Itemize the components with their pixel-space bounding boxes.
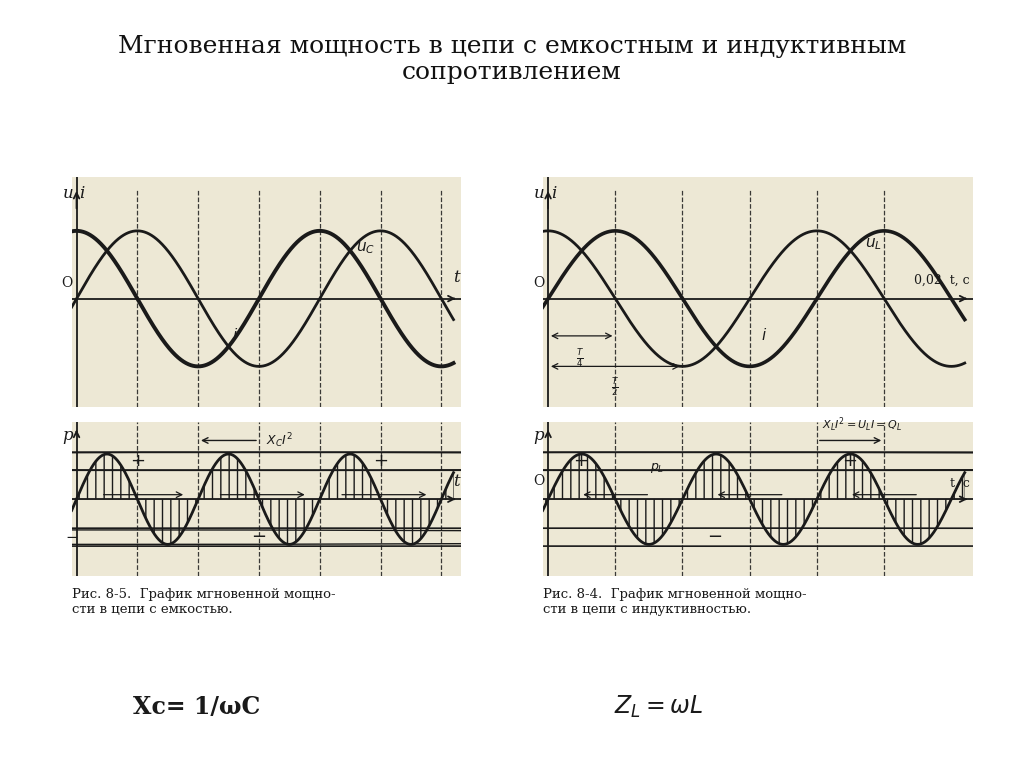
Text: +: + [842, 452, 857, 470]
Text: $\frac{T}{2}$: $\frac{T}{2}$ [611, 376, 620, 399]
Text: $p_L$: $p_L$ [650, 461, 665, 475]
Text: Мгновенная мощность в цепи с емкостным и индуктивным
сопротивлением: Мгновенная мощность в цепи с емкостным и… [118, 35, 906, 84]
Text: Рис. 8-4.  График мгновенной мощно-
сти в цепи с индуктивностью.: Рис. 8-4. График мгновенной мощно- сти в… [543, 588, 806, 615]
Text: −: − [708, 528, 722, 546]
Text: t: t [453, 270, 459, 286]
Text: t, c: t, c [950, 477, 970, 490]
Text: +: + [572, 452, 588, 470]
Text: $\frac{T}{4}$: $\frac{T}{4}$ [577, 347, 585, 369]
Text: $X_L I^2 = U_L I = Q_L$: $X_L I^2 = U_L I = Q_L$ [822, 415, 902, 434]
Text: i: i [551, 185, 557, 202]
Text: +: + [130, 452, 144, 470]
Text: $u_L$: $u_L$ [865, 237, 883, 252]
Text: u: u [535, 185, 545, 202]
Text: O: O [61, 276, 73, 290]
Text: −: − [251, 528, 266, 546]
Text: O: O [532, 475, 544, 488]
Text: i: i [232, 329, 237, 343]
Text: t: t [453, 473, 459, 490]
Text: O: O [532, 276, 544, 290]
Text: $u_C$: $u_C$ [356, 240, 375, 256]
Text: $X_C I^2$: $X_C I^2$ [266, 431, 293, 450]
Text: $Z_L = \omega L$: $Z_L = \omega L$ [614, 694, 703, 720]
Text: i: i [80, 185, 85, 202]
Text: +: + [373, 452, 388, 470]
Text: p: p [534, 428, 544, 445]
Text: −: − [66, 530, 78, 545]
Text: Рис. 8-5.  График мгновенной мощно-
сти в цепи с емкостью.: Рис. 8-5. График мгновенной мощно- сти в… [72, 588, 335, 615]
Text: i: i [761, 329, 765, 343]
Text: Xc= 1/ωC: Xc= 1/ωC [133, 694, 260, 719]
Text: u: u [62, 185, 74, 202]
Text: 0,02  t, c: 0,02 t, c [914, 273, 970, 286]
Text: p: p [62, 428, 73, 445]
